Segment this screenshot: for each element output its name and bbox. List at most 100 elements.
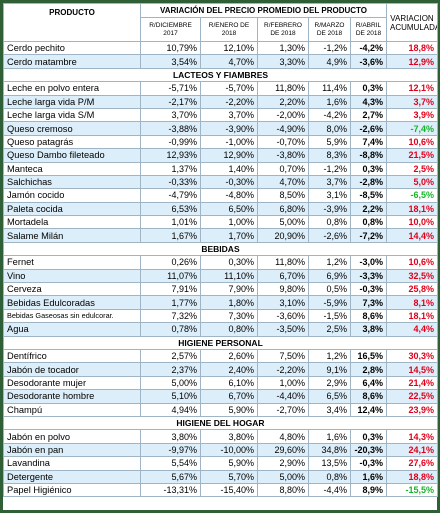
product-name: Jabón de tocador: [3, 362, 141, 377]
variation-value: 0,30%: [200, 255, 258, 270]
data-row: Jamón cocido -4,79% -4,80% 8,50% 3,1% -8,5% -6…: [3, 188, 438, 203]
variation-value: 7,32%: [140, 308, 201, 324]
variation-value: 1,2%: [308, 255, 351, 270]
variation-value: -13,31%: [140, 482, 201, 498]
product-name: Dentífrico: [3, 348, 141, 364]
variation-value: -8,5%: [350, 188, 387, 203]
variation-value: 11,10%: [200, 268, 258, 284]
product-name: Queso Dambo fileteado: [3, 148, 141, 163]
data-row: Cerdo pechito 10,79% 12,10% 1,30% -1,2% -4,2%…: [3, 40, 438, 56]
accumulated-value: 21,4%: [386, 375, 438, 391]
accumulated-value: 3,9%: [386, 107, 438, 123]
variation-value: 6,50%: [200, 201, 258, 217]
variation-value: 5,9%: [308, 134, 351, 150]
data-row: Queso patagrás -0,99% -1,00% -0,70% 5,9% 7,4%…: [3, 134, 438, 150]
variation-value: 2,60%: [200, 348, 258, 364]
variation-value: 6,70%: [200, 389, 258, 404]
variation-value: 29,60%: [257, 442, 309, 458]
accumulated-value: 18,8%: [386, 469, 438, 484]
section-title: HIGIENE DEL HOGAR: [3, 415, 438, 431]
accumulated-value: 10,6%: [386, 255, 438, 270]
variation-value: 5,00%: [257, 469, 309, 484]
data-row: Bebidas Gaseosas sin edulcorar. 7,32% 7,30…: [3, 308, 438, 324]
data-row: Leche en polvo entera -5,71% -5,70% 11,80% 1…: [3, 81, 438, 96]
variation-value: 9,1%: [308, 362, 351, 377]
accumulated-value: -6,5%: [386, 188, 438, 203]
product-name: Lavandina: [3, 456, 141, 471]
accumulated-value: 23,9%: [386, 402, 438, 417]
data-row: Queso Dambo fileteado 12,93% 12,90% -3,80% 8…: [3, 148, 438, 163]
variation-value: -3,6%: [350, 54, 387, 69]
table-body: Cerdo pechito 10,79% 12,10% 1,30% -1,2% -4,2%…: [3, 40, 438, 498]
variation-value: 2,90%: [257, 456, 309, 471]
variation-value: -3,80%: [257, 148, 309, 163]
variation-value: 12,10%: [200, 40, 258, 56]
variation-value: -2,8%: [350, 174, 387, 190]
product-name: Queso cremoso: [3, 121, 141, 136]
variation-value: -3,0%: [350, 255, 387, 270]
variation-value: 2,7%: [350, 107, 387, 123]
variation-value: 1,6%: [350, 469, 387, 484]
variation-value: 20,90%: [257, 228, 309, 243]
accumulated-value: 22,5%: [386, 389, 438, 404]
column-header: R/ENERO DE 2018: [200, 17, 258, 42]
data-row: Champú 4,94% 5,90% -2,70% 3,4% 12,4% 23,9%: [3, 402, 438, 417]
product-name: Desodorante hombre: [3, 389, 141, 404]
variation-value: 5,70%: [200, 469, 258, 484]
variation-value: 4,80%: [257, 429, 309, 444]
variation-value: 9,80%: [257, 282, 309, 297]
variation-value: 7,90%: [200, 282, 258, 297]
data-row: Cerdo matambre 3,54% 4,70% 3,30% 4,9% -3,6% 12…: [3, 54, 438, 69]
data-row: Salchichas -0,33% -0,30% 4,70% 3,7% -2,8% 5,0%: [3, 174, 438, 190]
variation-value: 4,70%: [200, 54, 258, 69]
product-name: Jamón cocido: [3, 188, 141, 203]
accumulated-value: 30,3%: [386, 348, 438, 364]
variation-value: -2,6%: [308, 228, 351, 243]
column-header: R/FEBRERO DE 2018: [257, 17, 309, 42]
variation-value: 6,80%: [257, 201, 309, 217]
variation-value: -0,70%: [257, 134, 309, 150]
accumulated-value: 5,0%: [386, 174, 438, 190]
section-row: BEBIDAS: [3, 241, 438, 257]
variation-value: 8,6%: [350, 308, 387, 324]
variation-value: 2,37%: [140, 362, 201, 377]
data-row: Papel Higiénico -13,31% -15,40% 8,80% -4,4% 8…: [3, 482, 438, 498]
variation-value: 11,4%: [308, 81, 351, 96]
variation-value: -4,4%: [308, 482, 351, 498]
variation-value: 5,00%: [257, 215, 309, 230]
accumulated-value: 27,6%: [386, 456, 438, 471]
variation-value: -5,9%: [308, 295, 351, 310]
variation-value: -5,71%: [140, 81, 201, 96]
variation-value: 1,30%: [257, 40, 309, 56]
variation-value: -1,5%: [308, 308, 351, 324]
column-header: R/MARZO DE 2018: [308, 17, 351, 42]
variation-value: 5,67%: [140, 469, 201, 484]
section-row: HIGIENE DEL HOGAR: [3, 415, 438, 431]
section-title: HIGIENE PERSONAL: [3, 335, 438, 350]
accumulated-value: 18,1%: [386, 201, 438, 217]
variation-value: 3,10%: [257, 295, 309, 310]
data-row: Desodorante hombre 5,10% 6,70% -4,40% 6,5% 8,…: [3, 389, 438, 404]
variation-value: 6,53%: [140, 201, 201, 217]
variation-value: -0,3%: [350, 456, 387, 471]
variation-value: 13,5%: [308, 456, 351, 471]
section-title: BEBIDAS: [3, 241, 438, 257]
product-name: Bebidas Edulcoradas: [3, 295, 141, 310]
variation-value: 1,6%: [308, 429, 351, 444]
data-row: Jabón en polvo 3,80% 3,80% 4,80% 1,6% 0,3% 14,…: [3, 429, 438, 444]
variation-value: 5,54%: [140, 456, 201, 471]
variation-value: 1,6%: [308, 94, 351, 109]
product-name: Mortadela: [3, 215, 141, 230]
price-table: PRODUCTO VARIACIÓN DEL PRECIO PROMEDIO D…: [3, 3, 438, 498]
variation-value: -3,3%: [350, 268, 387, 284]
data-row: Paleta cocida 6,53% 6,50% 6,80% -3,9% 2,2% 18,…: [3, 201, 438, 217]
data-row: Leche larga vida S/M 3,70% 3,70% -2,00% -4,2…: [3, 107, 438, 123]
variation-value: 2,8%: [350, 362, 387, 377]
variation-value: -0,3%: [350, 282, 387, 297]
variation-value: 3,70%: [200, 107, 258, 123]
data-row: Agua 0,78% 0,80% -3,50% 2,5% 3,8% 4,4%: [3, 322, 438, 337]
product-name: Leche en polvo entera: [3, 81, 141, 96]
variation-value: 8,3%: [308, 148, 351, 163]
variation-value: 5,00%: [140, 375, 201, 391]
